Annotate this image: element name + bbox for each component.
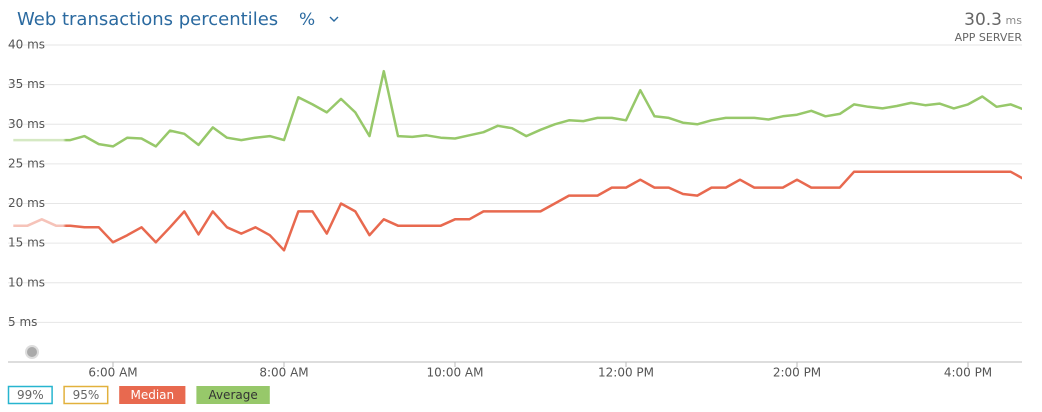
x-tick-label: 6:00 AM bbox=[88, 366, 137, 380]
legend: 99% 95% Median Average bbox=[7, 385, 270, 405]
legend-item[interactable] bbox=[63, 385, 109, 405]
series-line bbox=[13, 170, 1022, 252]
legend-item[interactable] bbox=[119, 386, 186, 404]
y-tick-label: 10 ms bbox=[8, 275, 45, 289]
grid: 5 ms 10 ms 15 ms 20 ms 25 ms 30 ms 35 ms 40 ms bbox=[8, 38, 1022, 329]
y-tick-label: 35 ms bbox=[8, 77, 45, 91]
y-tick-label: 30 ms bbox=[8, 117, 45, 131]
lines bbox=[13, 69, 1022, 252]
legend-label[interactable]: 95% bbox=[73, 388, 100, 402]
legend-item[interactable] bbox=[196, 386, 270, 404]
legend-label[interactable]: Median bbox=[130, 388, 174, 402]
dropdown-chevron[interactable] bbox=[329, 16, 339, 22]
x-tick-label: 8:00 AM bbox=[259, 366, 308, 380]
mode-selector[interactable]: % bbox=[299, 10, 315, 30]
y-tick-label: 15 ms bbox=[8, 236, 45, 250]
visibility-toggle[interactable] bbox=[25, 345, 39, 359]
legend-label[interactable]: 99% bbox=[17, 388, 44, 402]
series-line bbox=[13, 69, 1022, 148]
legend-item[interactable] bbox=[7, 385, 53, 405]
chart-title: Web transactions percentiles bbox=[17, 9, 278, 30]
x-tick-label: 12:00 PM bbox=[598, 366, 654, 380]
x-tick-label: 10:00 AM bbox=[427, 366, 484, 380]
y-tick-label: 40 ms bbox=[8, 38, 45, 52]
y-tick-label: 20 ms bbox=[8, 196, 45, 210]
x-tick-label: 4:00 PM bbox=[944, 366, 992, 380]
x-axis-labels: 6:00 AM 8:00 AM 10:00 AM 12:00 PM 2:00 PM 4:0… bbox=[88, 362, 992, 380]
summary-label: APP SERVER bbox=[955, 31, 1023, 44]
y-tick-label: 5 ms bbox=[8, 315, 37, 329]
summary-unit: ms bbox=[1006, 14, 1023, 27]
y-tick-label: 25 ms bbox=[8, 156, 45, 170]
summary-value: 30.3 bbox=[964, 10, 1002, 30]
x-tick-label: 2:00 PM bbox=[773, 366, 821, 380]
legend-label[interactable]: Average bbox=[208, 388, 257, 402]
